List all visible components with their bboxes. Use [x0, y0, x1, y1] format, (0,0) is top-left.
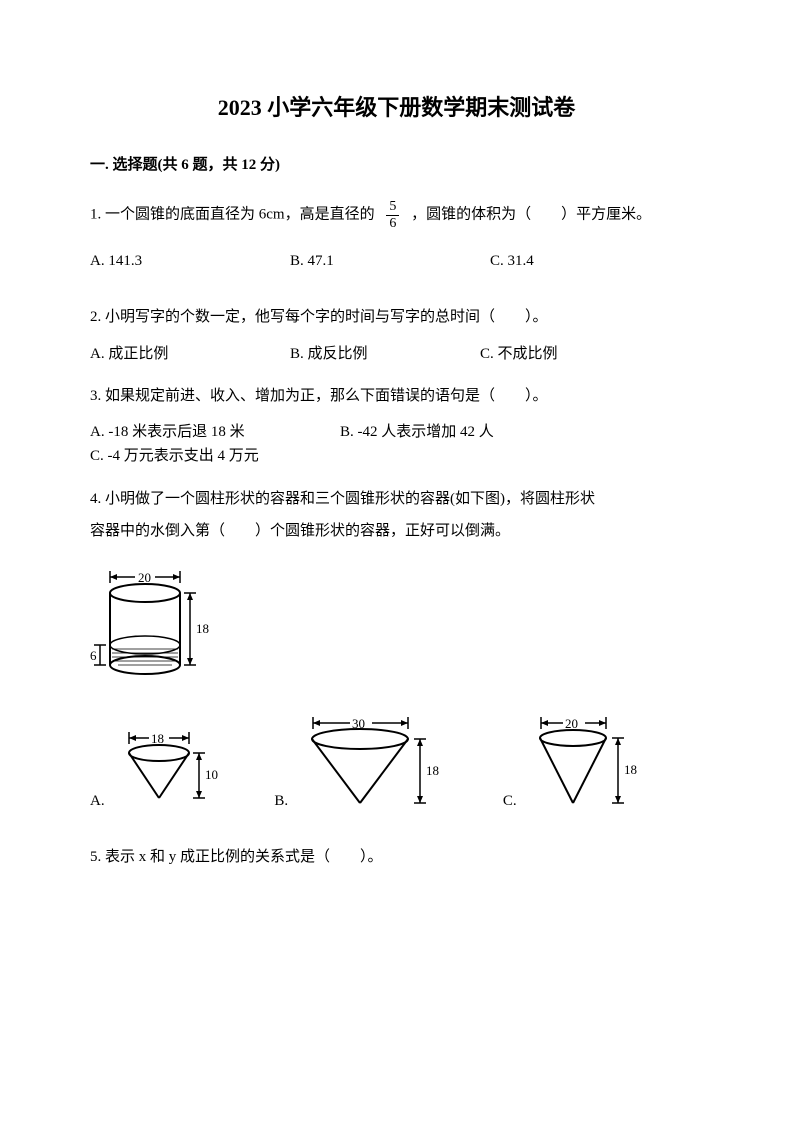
- q1-optB: B. 47.1: [290, 249, 490, 273]
- q1-optC: C. 31.4: [490, 249, 534, 273]
- q2-optB: B. 成反比例: [290, 342, 480, 366]
- coneB-svg: 30 18: [298, 713, 453, 813]
- q1-fraction: 5 6: [386, 199, 399, 231]
- q4-optC: C. 20 18: [503, 713, 647, 813]
- question-5: 5. 表示 x 和 y 成正比例的关系式是（ ）。: [90, 843, 703, 872]
- cyl-water-dim: 6: [90, 648, 97, 663]
- question-4: 4. 小明做了一个圆柱形状的容器和三个圆锥形状的容器(如下图)，将圆柱形状 容器…: [90, 484, 703, 547]
- coneC-svg: 20 18: [526, 713, 646, 813]
- q1-text-before: 1. 一个圆锥的底面直径为 6cm，高是直径的: [90, 207, 375, 223]
- question-1: 1. 一个圆锥的底面直径为 6cm，高是直径的 5 6 ，圆锥的体积为（ ）平方…: [90, 199, 703, 231]
- q4-optA: A. 18 10: [90, 728, 224, 813]
- q3-optB: B. -42 人表示增加 42 人: [340, 420, 590, 444]
- coneB-h: 18: [426, 763, 439, 778]
- q1-text-after: ，圆锥的体积为（ ）平方厘米。: [411, 207, 651, 223]
- coneC-h: 18: [624, 762, 637, 777]
- q3-optA: A. -18 米表示后退 18 米: [90, 420, 340, 444]
- q1-frac-num: 5: [386, 199, 399, 215]
- section-header: 一. 选择题(共 6 题，共 12 分): [90, 153, 703, 177]
- q4-cylinder-figure: 20 18 6: [90, 565, 703, 685]
- coneA-h: 10: [205, 767, 218, 782]
- q4-optC-label: C.: [503, 793, 517, 809]
- q2-optA: A. 成正比例: [90, 342, 290, 366]
- coneA-top: 18: [151, 731, 164, 746]
- q1-optA: A. 141.3: [90, 249, 290, 273]
- page-title: 2023 小学六年级下册数学期末测试卷: [90, 90, 703, 125]
- q2-optC: C. 不成比例: [480, 342, 558, 366]
- q1-options: A. 141.3 B. 47.1 C. 31.4: [90, 249, 703, 273]
- cylinder-svg: 20 18 6: [90, 565, 230, 685]
- q4-optB-label: B.: [274, 793, 288, 809]
- q3-optC: C. -4 万元表示支出 4 万元: [90, 444, 259, 468]
- cyl-h-dim: 18: [196, 621, 209, 636]
- q2-options: A. 成正比例 B. 成反比例 C. 不成比例: [90, 342, 703, 366]
- coneA-svg: 18 10: [114, 728, 224, 813]
- q1-frac-den: 6: [386, 216, 399, 231]
- coneC-top: 20: [565, 716, 578, 731]
- q4-line1: 4. 小明做了一个圆柱形状的容器和三个圆锥形状的容器(如下图)，将圆柱形状: [90, 484, 703, 516]
- q4-options: A. 18 10 B. 30: [90, 713, 703, 813]
- cyl-top-dim: 20: [138, 570, 151, 585]
- q4-optB: B. 30 18: [274, 713, 453, 813]
- question-3: 3. 如果规定前进、收入、增加为正，那么下面错误的语句是（ ）。: [90, 382, 703, 411]
- q4-optA-label: A.: [90, 793, 105, 809]
- question-2: 2. 小明写字的个数一定，他写每个字的时间与写字的总时间（ ）。: [90, 303, 703, 332]
- q3-options: A. -18 米表示后退 18 米 B. -42 人表示增加 42 人 C. -…: [90, 420, 703, 468]
- q4-line2: 容器中的水倒入第（ ）个圆锥形状的容器，正好可以倒满。: [90, 516, 703, 548]
